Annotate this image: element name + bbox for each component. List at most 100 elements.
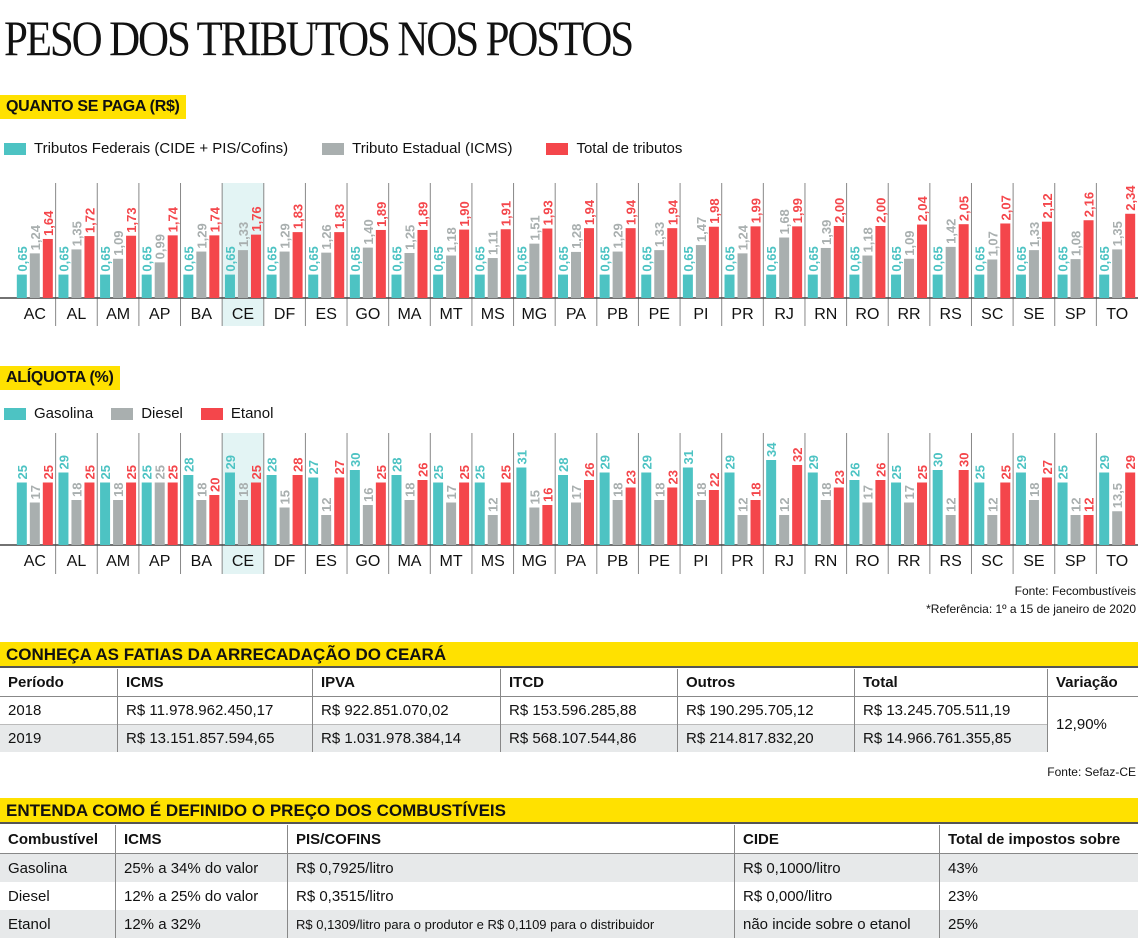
data-label: 1,99 — [749, 198, 764, 223]
table-cell: R$ 0,000/litro — [734, 882, 940, 910]
bar — [1028, 500, 1039, 545]
tick-label: RN — [814, 553, 837, 570]
data-label: 28 — [556, 458, 571, 472]
bar — [1015, 472, 1026, 545]
data-label: 29 — [223, 455, 238, 469]
tick-label: AL — [67, 306, 87, 323]
table-arrecadacao: Período ICMS IPVA ITCD Outros Total Vari… — [0, 669, 1138, 752]
bar — [904, 502, 915, 545]
legend-item-etanol: Etanol — [200, 405, 273, 422]
tick-label: MA — [397, 553, 421, 570]
tick-label: RO — [855, 553, 879, 570]
table-precos: Combustível ICMS PIS/COFINS CIDE Total d… — [0, 825, 1138, 938]
data-label: 1,94 — [582, 199, 597, 225]
tick-label: RR — [897, 306, 920, 323]
data-label: 1,68 — [777, 209, 792, 234]
bar — [737, 515, 748, 545]
data-label: 25 — [431, 465, 446, 479]
bar — [167, 235, 178, 298]
bar — [404, 253, 415, 298]
data-label: 18 — [194, 483, 209, 497]
bar — [113, 500, 124, 545]
bar — [945, 515, 956, 545]
bar — [807, 472, 818, 545]
bar — [612, 500, 623, 545]
bar — [987, 259, 998, 298]
tick-label: GO — [355, 306, 380, 323]
table1-title: CONHEÇA AS FATIAS DA ARRECADAÇÃO DO CEAR… — [0, 642, 1138, 668]
bar — [1099, 274, 1110, 298]
data-label: 16 — [540, 488, 555, 502]
data-label: 0,65 — [348, 246, 363, 271]
data-label: 25 — [153, 465, 168, 479]
tick-label: PA — [566, 306, 586, 323]
legend-swatch-red — [200, 407, 223, 420]
bar — [292, 232, 303, 298]
data-label: 29 — [1014, 455, 1029, 469]
bar — [266, 274, 277, 298]
data-label: 17 — [444, 485, 459, 499]
bar — [667, 487, 678, 545]
data-label: 0,65 — [56, 246, 71, 271]
data-label: 1,35 — [69, 221, 84, 246]
tick-label: SC — [981, 306, 1003, 323]
bar — [113, 258, 124, 298]
bar — [571, 251, 581, 298]
data-label: 1,89 — [415, 202, 430, 227]
bar — [682, 274, 693, 298]
data-label: 26 — [847, 463, 862, 477]
data-label: 1,93 — [540, 200, 555, 225]
chart1-legend: Tributos Federais (CIDE + PIS/Cofins) Tr… — [4, 140, 716, 157]
bar — [958, 470, 969, 545]
variacao-cell: 12,90% — [1047, 696, 1138, 752]
bar — [917, 482, 928, 545]
chart2-legend: Gasolina Diesel Etanol — [4, 405, 307, 422]
bar — [141, 482, 152, 545]
bar — [654, 500, 665, 545]
bar — [308, 274, 319, 298]
bar — [849, 480, 860, 545]
tick-label: RR — [897, 553, 920, 570]
bar — [196, 251, 207, 298]
data-label: 2,16 — [1082, 192, 1097, 217]
data-label: 0,65 — [723, 246, 738, 271]
tick-label: BA — [191, 306, 213, 323]
tick-label: AM — [106, 306, 130, 323]
bar — [641, 274, 652, 298]
data-label: 1,83 — [332, 204, 347, 229]
data-label: 1,35 — [1110, 221, 1125, 246]
bar — [237, 500, 248, 545]
data-label: 29 — [639, 455, 654, 469]
bar — [362, 505, 373, 545]
data-label: 28 — [291, 458, 306, 472]
bar — [459, 482, 470, 545]
bar — [1125, 213, 1136, 298]
table-cell: não incide sobre o etanol — [734, 910, 940, 938]
bar — [766, 460, 777, 545]
bar — [362, 247, 373, 298]
tick-label: RS — [940, 553, 962, 570]
data-label: 1,18 — [444, 227, 459, 252]
legend-label: Gasolina — [34, 405, 94, 422]
table-cell: 12% a 25% do valor — [115, 882, 288, 910]
data-label: 1,74 — [207, 206, 222, 232]
tick-label: PB — [607, 553, 628, 570]
data-label: 1,83 — [291, 204, 306, 229]
bar — [71, 249, 82, 298]
bar — [737, 253, 748, 298]
data-label: 0,99 — [153, 234, 168, 259]
chart-quanto-se-paga: 0,651,241,64AC0,651,351,72AL0,651,091,73… — [0, 183, 1138, 326]
tick-label: SP — [1065, 553, 1086, 570]
bar — [708, 490, 719, 545]
col-header: IPVA — [312, 669, 501, 697]
bar — [250, 234, 261, 298]
tick-label: PI — [693, 553, 708, 570]
data-label: 29 — [598, 455, 613, 469]
data-label: 27 — [306, 460, 321, 474]
chart-aliquota: 251725AC291825AL251825AM252525AP281820BA… — [0, 433, 1138, 574]
table-cell: R$ 0,1309/litro para o produtor e R$ 0,1… — [287, 910, 735, 938]
data-label: 31 — [681, 450, 696, 464]
data-label: 1,99 — [790, 198, 805, 223]
data-label: 25 — [499, 465, 514, 479]
bar — [224, 472, 235, 545]
